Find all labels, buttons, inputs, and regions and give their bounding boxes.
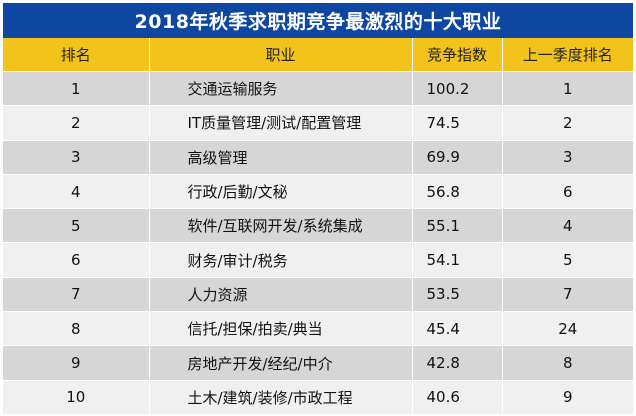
table-title: 2018年秋季求职期竞争最激烈的十大职业	[3, 3, 633, 38]
job-cell: 信托/担保/拍卖/典当	[149, 311, 413, 346]
table-row: 4 行政/后勤/文秘 56.8 6	[3, 173, 633, 209]
index-cell: 56.8	[412, 173, 503, 209]
job-cell: 土木/建筑/装修/市政工程	[149, 379, 413, 414]
index-cell: 53.5	[412, 276, 503, 312]
table-row: 5 软件/互联网开发/系统集成 55.1 4	[3, 208, 633, 243]
table-row: 6 财务/审计/税务 54.1 5	[3, 242, 633, 278]
rank-cell: 6	[3, 242, 150, 278]
table-row: 9 房地产开发/经纪/中介 42.8 8	[3, 345, 633, 381]
index-cell: 45.4	[412, 311, 503, 346]
ranking-table-container: 2018年秋季求职期竞争最激烈的十大职业 排名 职业 竞争指数 上一季度排名 1…	[3, 3, 633, 414]
table-row: 10 土木/建筑/装修/市政工程 40.6 9	[3, 379, 633, 414]
job-cell: 财务/审计/税务	[149, 242, 413, 278]
table-row: 1 交通运输服务 100.2 1	[3, 70, 633, 106]
rank-cell: 2	[3, 105, 150, 141]
index-cell: 55.1	[412, 208, 503, 243]
job-cell: 行政/后勤/文秘	[149, 173, 413, 209]
table-row: 3 高级管理 69.9 3	[3, 139, 633, 175]
rank-cell: 3	[3, 139, 150, 175]
rank-cell: 4	[3, 173, 150, 209]
rank-cell: 7	[3, 276, 150, 312]
ranking-table: 排名 职业 竞争指数 上一季度排名 1 交通运输服务 100.2 1 2 IT质…	[3, 38, 633, 414]
prev-rank-cell: 4	[502, 208, 633, 243]
table-row: 2 IT质量管理/测试/配置管理 74.5 2	[3, 105, 633, 141]
table-row: 8 信托/担保/拍卖/典当 45.4 24	[3, 311, 633, 346]
index-cell: 74.5	[412, 105, 503, 141]
job-cell: IT质量管理/测试/配置管理	[149, 105, 413, 141]
rank-cell: 10	[3, 379, 150, 414]
prev-rank-cell: 9	[502, 379, 633, 414]
column-header-prev-rank: 上一季度排名	[502, 38, 633, 72]
index-cell: 54.1	[412, 242, 503, 278]
header-row: 排名 职业 竞争指数 上一季度排名	[3, 38, 633, 72]
prev-rank-cell: 3	[502, 139, 633, 175]
prev-rank-cell: 24	[502, 311, 633, 346]
table-row: 7 人力资源 53.5 7	[3, 276, 633, 312]
rank-cell: 5	[3, 208, 150, 243]
job-cell: 人力资源	[149, 276, 413, 312]
job-cell: 房地产开发/经纪/中介	[149, 345, 413, 381]
index-cell: 40.6	[412, 379, 503, 414]
prev-rank-cell: 1	[502, 70, 633, 106]
index-cell: 42.8	[412, 345, 503, 381]
prev-rank-cell: 8	[502, 345, 633, 381]
rank-cell: 1	[3, 70, 150, 106]
column-header-job: 职业	[149, 38, 413, 72]
job-cell: 交通运输服务	[149, 70, 413, 106]
index-cell: 69.9	[412, 139, 503, 175]
prev-rank-cell: 2	[502, 105, 633, 141]
job-cell: 软件/互联网开发/系统集成	[149, 208, 413, 243]
rank-cell: 8	[3, 311, 150, 346]
prev-rank-cell: 6	[502, 173, 633, 209]
column-header-rank: 排名	[3, 38, 150, 72]
job-cell: 高级管理	[149, 139, 413, 175]
index-cell: 100.2	[412, 70, 503, 106]
prev-rank-cell: 5	[502, 242, 633, 278]
rank-cell: 9	[3, 345, 150, 381]
column-header-index: 竞争指数	[412, 38, 503, 72]
prev-rank-cell: 7	[502, 276, 633, 312]
